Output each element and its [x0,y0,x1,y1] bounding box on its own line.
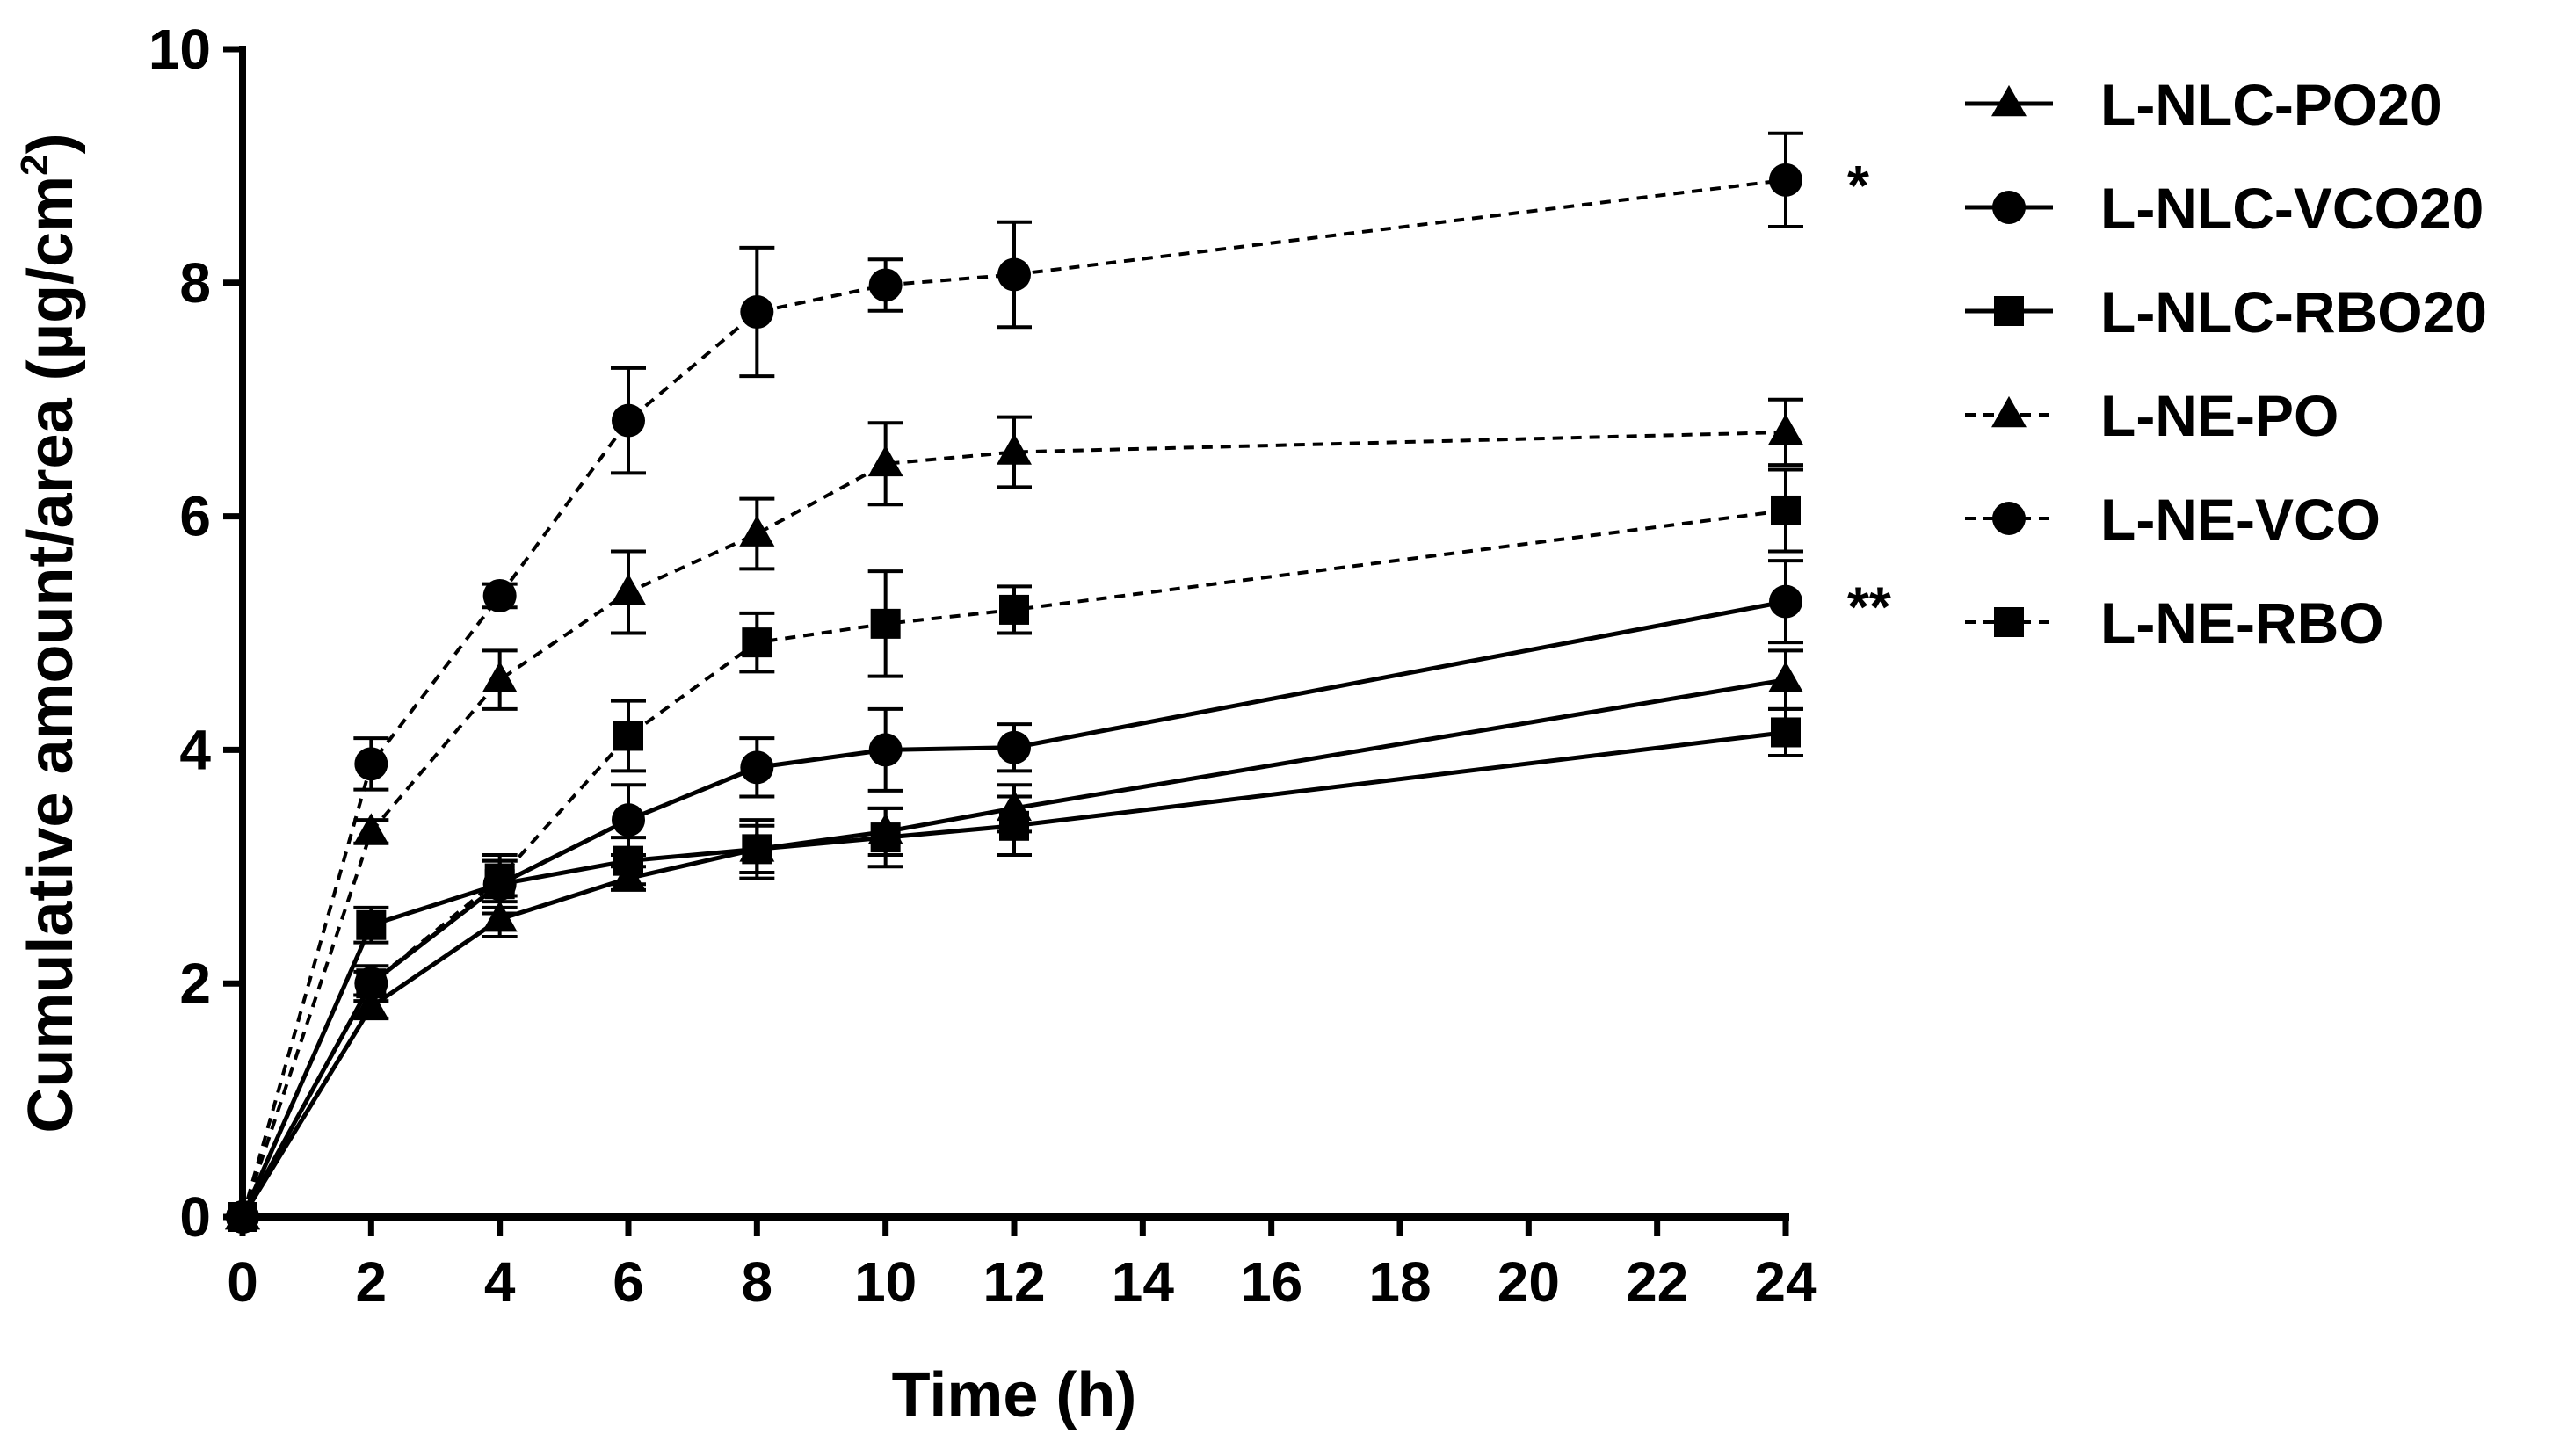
series-line [241,430,1787,1218]
legend-label: L-NE-PO [2100,383,2339,448]
x-tick-label: 14 [1112,1250,1175,1314]
legend-item: L-NE-PO [1965,383,2339,448]
x-tick-label: 0 [227,1250,258,1314]
y-axis-title-superscript: 2 [13,154,56,175]
legend-label: L-NE-RBO [2100,590,2384,656]
x-tick-label: 22 [1626,1250,1688,1314]
x-ticks: 0 2 4 6 8 10 12 14 16 18 20 22 24 [227,1217,1817,1314]
x-tick-label: 8 [742,1250,773,1314]
data-point [356,968,387,999]
data-point [740,295,774,330]
x-tick-label: 12 [983,1250,1045,1314]
data-point [997,730,1031,764]
y-axis-title-main: Cumulative amount/area (µg/cm [16,176,86,1134]
data-point [612,403,645,438]
series-L-NE-VCO [226,131,1803,1234]
data-point [353,988,389,1020]
legend-marker [1994,296,2024,326]
annotations: *** [1847,154,1891,639]
legend-item: L-NLC-RBO20 [1965,279,2487,344]
data-point [1769,584,1802,619]
data-point [482,901,518,932]
data-point [740,750,774,785]
data-point [611,573,646,605]
significance-annotation: * [1847,154,1869,217]
x-tick-label: 10 [854,1250,917,1314]
data-point [613,845,643,876]
data-point [739,515,775,547]
legend-marker [1992,502,2026,535]
x-tick-label: 20 [1497,1250,1560,1314]
y-tick-label: 2 [179,952,211,1015]
data-point [1771,717,1801,748]
data-point [870,822,901,853]
data-point [1771,495,1801,525]
data-point [997,257,1031,292]
plot-area [225,131,1803,1234]
data-point [999,594,1029,625]
data-point [484,863,515,894]
series-line [240,599,1787,1219]
x-tick-label: 4 [484,1250,516,1314]
series-line [241,177,1787,1218]
legend: L-NLC-PO20 L-NLC-VCO20 L-NLC-RBO20 L-NE-PO L… [1965,72,2487,656]
y-ticks: 0 2 4 6 8 10 [149,18,243,1249]
legend-marker [1991,84,2027,117]
data-point [867,445,903,477]
legend-label: L-NLC-PO20 [2100,72,2442,137]
series-L-NLC-RBO20 [228,706,1803,1232]
legend-label: L-NE-VCO [2100,487,2381,552]
legend-item: L-NE-RBO [1965,590,2384,656]
y-axis-title: Cumulative amount/area (µg/cm2) [13,133,86,1133]
data-point [482,578,517,612]
y-tick-label: 10 [149,18,211,81]
data-point [1768,661,1803,692]
data-point [353,813,389,844]
data-point [868,733,903,767]
data-point [870,608,901,639]
y-tick-label: 4 [179,718,211,781]
y-axis-title-close: ) [16,133,86,154]
data-point [482,661,518,692]
data-point [997,433,1032,465]
series-L-NE-RBO [228,467,1803,1232]
legend-marker [1992,191,2026,224]
data-point [742,627,772,658]
x-tick-label: 18 [1368,1250,1431,1314]
legend-item: L-NLC-VCO20 [1965,176,2484,241]
series-line [240,677,1787,1219]
y-tick-label: 0 [179,1185,211,1249]
x-tick-label: 24 [1754,1250,1817,1314]
legend-item: L-NLC-PO20 [1965,72,2442,137]
series-line [240,729,1787,1219]
data-point [999,810,1029,841]
significance-annotation: ** [1847,576,1891,639]
x-axis-title: Time (h) [892,1360,1137,1431]
legend-marker [1991,395,2027,428]
x-tick-label: 6 [613,1250,644,1314]
y-tick-label: 6 [179,485,211,548]
legend-item: L-NE-VCO [1965,487,2381,552]
data-point [354,747,388,781]
data-point [612,803,645,837]
data-point [356,909,387,940]
legend-label: L-NLC-RBO20 [2100,279,2487,344]
y-tick-label: 8 [179,251,211,315]
x-tick-label: 16 [1240,1250,1302,1314]
series-L-NE-PO [225,397,1803,1230]
data-point [1769,163,1802,197]
series-line [241,508,1787,1218]
legend-marker [1994,607,2024,637]
legend-label: L-NLC-VCO20 [2100,176,2484,241]
data-point [868,268,903,302]
x-tick-label: 2 [356,1250,388,1314]
data-point [742,834,772,865]
data-point [1768,413,1803,445]
data-point [613,721,643,751]
